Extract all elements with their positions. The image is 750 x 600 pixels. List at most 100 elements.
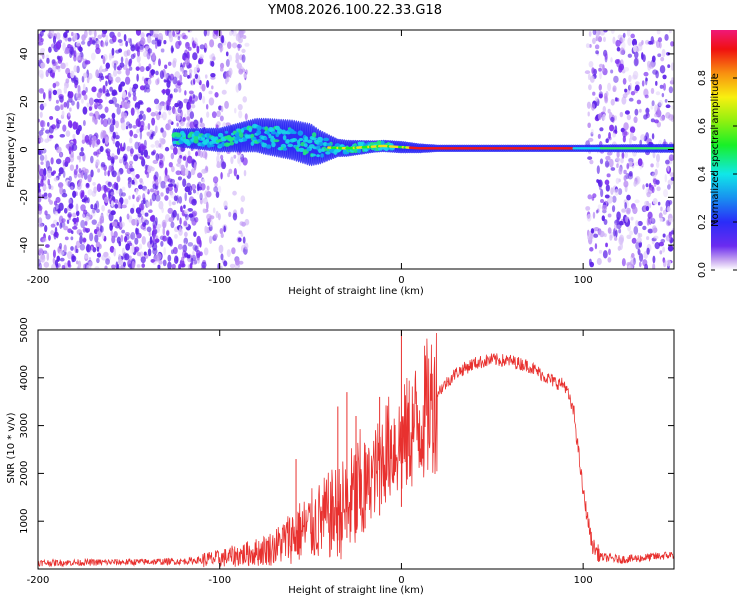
noise-speckle	[100, 113, 106, 119]
noise-speckle	[186, 254, 191, 259]
noise-speckle	[165, 123, 171, 131]
noise-speckle	[586, 213, 592, 222]
noise-speckle	[587, 194, 593, 200]
noise-speckle	[603, 218, 608, 226]
noise-speckle	[172, 30, 176, 37]
noise-speckle	[47, 32, 53, 38]
tone-blob	[357, 148, 362, 154]
noise-speckle	[188, 63, 192, 69]
noise-speckle	[182, 156, 187, 161]
noise-speckle	[215, 210, 219, 219]
noise-speckle	[120, 122, 127, 131]
tone-blob	[209, 144, 215, 147]
noise-speckle	[46, 252, 50, 261]
noise-speckle	[84, 254, 89, 259]
noise-speckle	[119, 104, 123, 109]
noise-speckle	[670, 176, 674, 181]
noise-speckle	[628, 161, 633, 167]
noise-speckle	[629, 132, 634, 140]
y-tick-label: 3000	[19, 413, 30, 438]
tone-blob	[229, 141, 235, 146]
noise-speckle	[93, 151, 98, 156]
noise-speckle	[651, 225, 657, 234]
noise-speckle	[121, 91, 127, 99]
noise-speckle	[134, 237, 139, 245]
heatmap-tone	[171, 117, 674, 167]
noise-speckle	[600, 188, 604, 198]
tone-blob	[181, 132, 186, 138]
noise-speckle	[141, 263, 146, 268]
noise-speckle	[125, 57, 129, 66]
noise-speckle	[39, 120, 44, 128]
noise-speckle	[71, 230, 74, 235]
noise-speckle	[149, 235, 153, 245]
noise-speckle	[657, 201, 661, 206]
noise-speckle	[183, 237, 189, 245]
noise-speckle	[119, 62, 125, 68]
noise-speckle	[93, 186, 97, 194]
noise-speckle	[158, 175, 162, 185]
noise-speckle	[626, 114, 632, 121]
tone-blob	[292, 131, 297, 135]
noise-speckle	[124, 76, 131, 85]
noise-speckle	[619, 111, 624, 118]
noise-speckle	[115, 120, 120, 129]
noise-speckle	[630, 33, 635, 39]
noise-speckle	[149, 135, 154, 140]
noise-speckle	[592, 37, 596, 45]
noise-speckle	[137, 212, 142, 218]
noise-speckle	[238, 260, 244, 265]
noise-speckle	[612, 36, 616, 45]
noise-speckle	[82, 72, 88, 79]
noise-speckle	[628, 74, 632, 83]
noise-speckle	[98, 243, 102, 250]
noise-speckle	[140, 223, 146, 230]
noise-speckle	[69, 46, 75, 55]
noise-speckle	[208, 97, 215, 106]
noise-speckle	[80, 40, 86, 45]
noise-speckle	[652, 178, 658, 185]
noise-speckle	[237, 237, 242, 242]
noise-speckle	[241, 221, 246, 227]
noise-speckle	[610, 116, 615, 123]
noise-speckle	[136, 264, 141, 268]
noise-speckle	[155, 153, 160, 162]
noise-speckle	[110, 191, 116, 196]
noise-speckle	[184, 72, 188, 78]
noise-speckle	[52, 170, 56, 175]
noise-speckle	[47, 121, 50, 127]
noise-speckle	[82, 106, 88, 115]
noise-speckle	[89, 138, 92, 148]
noise-speckle	[209, 215, 215, 220]
noise-speckle	[111, 112, 116, 119]
noise-speckle	[72, 212, 77, 218]
noise-speckle	[660, 56, 665, 62]
tone-blob	[238, 132, 244, 138]
noise-speckle	[62, 42, 66, 51]
noise-speckle	[42, 92, 46, 100]
noise-speckle	[195, 249, 201, 259]
noise-speckle	[148, 209, 153, 214]
noise-speckle	[203, 30, 208, 37]
noise-speckle	[610, 57, 613, 63]
noise-speckle	[156, 223, 162, 229]
noise-speckle	[642, 184, 645, 190]
noise-speckle	[213, 186, 219, 193]
noise-speckle	[91, 39, 96, 45]
noise-speckle	[100, 162, 106, 167]
noise-speckle	[101, 204, 105, 212]
noise-speckle	[141, 158, 146, 167]
noise-speckle	[63, 85, 67, 94]
noise-speckle	[151, 192, 157, 202]
noise-speckle	[48, 90, 52, 99]
noise-speckle	[174, 234, 178, 239]
noise-speckle	[213, 233, 218, 239]
noise-speckle	[170, 221, 175, 229]
noise-speckle	[614, 236, 618, 241]
noise-speckle	[128, 195, 131, 200]
noise-speckle	[183, 98, 189, 104]
noise-speckle	[141, 145, 147, 150]
tone-blob	[271, 131, 277, 135]
noise-speckle	[59, 133, 66, 138]
noise-speckle	[175, 170, 182, 176]
